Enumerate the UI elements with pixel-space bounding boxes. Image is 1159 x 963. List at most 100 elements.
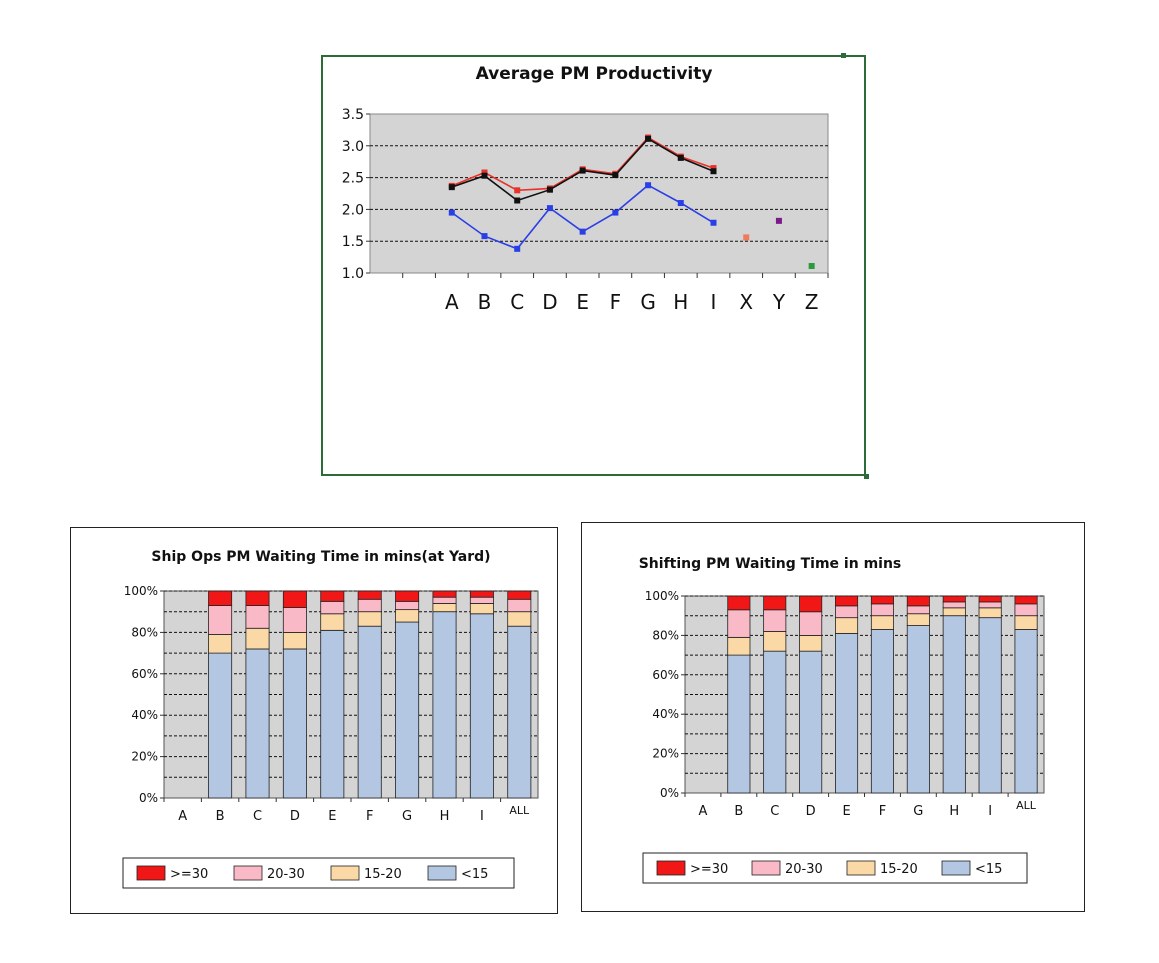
y-tick-label: 40% — [131, 708, 158, 722]
bar-segment — [507, 625, 532, 799]
x-tick-label: A — [178, 809, 187, 824]
bar-segment — [282, 607, 307, 633]
data-point — [481, 169, 488, 176]
bar-segment — [906, 613, 930, 626]
bar-segment — [395, 621, 420, 799]
bar-segment — [942, 607, 966, 617]
legend-label: 15-20 — [364, 867, 402, 882]
bar-segment — [799, 635, 823, 652]
y-tick-label: 2.5 — [342, 171, 364, 187]
legend-label: <15 — [975, 862, 1002, 877]
bar-segment — [208, 634, 233, 654]
y-tick-label: 80% — [652, 628, 679, 642]
data-point — [645, 135, 652, 142]
data-point — [514, 245, 521, 252]
bar-segment — [906, 595, 930, 607]
bar-segment — [507, 598, 532, 613]
data-point — [612, 209, 619, 216]
bar-segment — [432, 590, 457, 598]
data-point — [677, 200, 684, 207]
bar-segment — [942, 615, 966, 794]
bar-segment — [432, 596, 457, 604]
y-tick-label: 20% — [131, 750, 158, 764]
selection-handle[interactable] — [864, 474, 869, 479]
data-point — [677, 154, 684, 161]
bar-segment — [357, 625, 382, 799]
y-tick-label: 20% — [652, 747, 679, 761]
chart-title: Average PM Productivity — [476, 64, 713, 84]
bar-segment — [978, 601, 1002, 609]
data-point — [743, 234, 750, 241]
data-point — [645, 182, 652, 189]
chart-title: Shifting PM Waiting Time in mins — [639, 556, 902, 572]
bar-segment — [1014, 629, 1038, 794]
y-tick-label: 1.0 — [342, 266, 364, 282]
legend-swatch — [751, 860, 781, 876]
bar-segment — [870, 603, 894, 617]
productivity-chart-panel: Average PM Productivity 1.0 1.5 2.0 2.5 3.0 3.… — [321, 55, 866, 476]
bar-segment — [320, 613, 345, 631]
x-tick-label: E — [328, 809, 336, 824]
bar-segment — [357, 590, 382, 600]
bar-segment — [942, 595, 966, 603]
data-point — [710, 168, 717, 175]
bar-segment — [395, 600, 420, 611]
x-tick-label: G — [913, 804, 923, 819]
x-tick-label: H — [673, 290, 688, 314]
data-point — [514, 187, 521, 194]
x-tick-label: C — [253, 809, 262, 824]
x-tick-label: H — [949, 804, 959, 819]
bar-segment — [208, 590, 233, 606]
data-point — [710, 165, 717, 172]
bar-segment — [978, 607, 1002, 619]
bar-segment — [870, 615, 894, 630]
x-tick-label: D — [806, 804, 816, 819]
bar-segment — [906, 625, 930, 794]
y-tick-label: 60% — [131, 667, 158, 681]
bar-segment — [245, 627, 270, 650]
y-tick-label: 0% — [139, 791, 158, 805]
bar-segment — [835, 595, 859, 607]
legend-swatch — [330, 865, 360, 881]
y-tick-label: 100% — [645, 589, 679, 603]
data-point — [481, 233, 488, 240]
data-point — [579, 228, 586, 235]
legend-swatch — [656, 860, 686, 876]
bar-segment — [432, 603, 457, 613]
data-point — [514, 197, 521, 204]
x-tick-label: I — [711, 290, 717, 314]
x-tick-label: D — [290, 809, 300, 824]
bar-segment — [395, 590, 420, 602]
chart-title: Ship Ops PM Waiting Time in mins(at Yard… — [151, 549, 490, 565]
bar-segment — [1014, 603, 1038, 617]
bar-segment — [245, 605, 270, 629]
legend-label: 20-30 — [785, 862, 823, 877]
y-tick-label: 60% — [652, 668, 679, 682]
bar-segment — [942, 601, 966, 609]
x-tick-label: ALL — [1016, 799, 1037, 812]
x-tick-label: Z — [805, 290, 819, 314]
legend-label: <15 — [461, 867, 488, 882]
bar-segment — [469, 596, 494, 604]
x-tick-label: A — [698, 804, 707, 819]
x-tick-label: F — [610, 290, 622, 314]
x-tick-label: F — [879, 804, 886, 819]
legend-swatch — [136, 865, 166, 881]
selection-handle[interactable] — [841, 53, 846, 58]
bar-segment — [906, 605, 930, 615]
bar-segment — [727, 595, 751, 611]
bar-segment — [763, 595, 787, 611]
y-tick-label: 0% — [660, 786, 679, 800]
data-point — [448, 184, 455, 191]
x-tick-label: D — [542, 290, 557, 314]
y-tick-label: 40% — [652, 707, 679, 721]
bar-segment — [507, 611, 532, 627]
legend-label: >=30 — [170, 867, 208, 882]
data-point — [546, 186, 553, 193]
y-tick-label: 2.0 — [342, 202, 364, 218]
bar-segment — [320, 600, 345, 615]
y-tick-label: 3.0 — [342, 139, 364, 155]
bar-segment — [282, 632, 307, 650]
legend-label: 20-30 — [267, 867, 305, 882]
data-point — [710, 219, 717, 226]
